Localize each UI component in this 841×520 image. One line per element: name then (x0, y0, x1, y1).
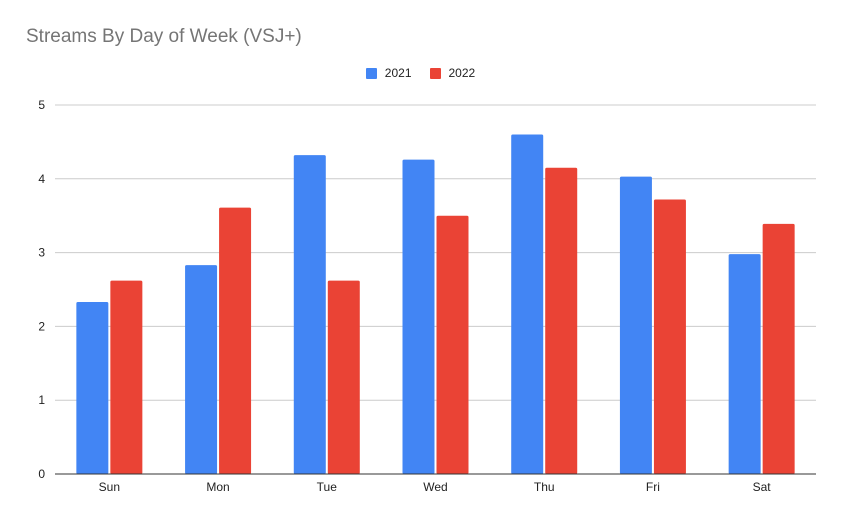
x-tick-label: Wed (423, 480, 447, 494)
y-tick-label: 0 (38, 467, 45, 481)
bar-mon-2022 (219, 207, 252, 474)
legend-swatch-2021 (365, 67, 377, 79)
bar-sun-2021 (76, 302, 109, 474)
bar-thu-2022 (545, 167, 578, 475)
bar-wed-2021 (402, 159, 435, 474)
y-tick-label: 4 (38, 172, 45, 186)
legend-item-2021[interactable]: 2021 (365, 66, 412, 80)
x-tick-label: Sun (99, 480, 120, 494)
legend-item-2022[interactable]: 2022 (429, 66, 476, 80)
x-tick-label: Thu (534, 480, 555, 494)
x-tick-label: Mon (206, 480, 229, 494)
bar-wed-2022 (436, 215, 469, 474)
y-tick-label: 2 (38, 319, 45, 333)
bar-sun-2022 (110, 280, 143, 474)
bar-tue-2022 (327, 280, 360, 474)
bar-sat-2021 (728, 254, 761, 474)
legend: 2021 2022 (0, 66, 841, 80)
y-tick-label: 1 (38, 393, 45, 407)
chart-title: Streams By Day of Week (VSJ+) (26, 26, 302, 47)
bar-fri-2021 (619, 176, 652, 474)
x-tick-label: Fri (646, 480, 660, 494)
x-tick-label: Tue (317, 480, 338, 494)
legend-label-2022: 2022 (448, 66, 476, 80)
bar-sat-2022 (762, 223, 795, 474)
bar-fri-2022 (653, 199, 686, 475)
bar-mon-2021 (185, 265, 218, 474)
y-tick-label: 5 (38, 98, 45, 112)
bar-thu-2021 (511, 134, 544, 474)
x-tick-label: Sat (753, 480, 772, 494)
bar-tue-2021 (293, 155, 326, 474)
legend-swatch-2022 (429, 67, 441, 79)
y-tick-label: 3 (38, 246, 45, 260)
legend-label-2021: 2021 (384, 66, 412, 80)
